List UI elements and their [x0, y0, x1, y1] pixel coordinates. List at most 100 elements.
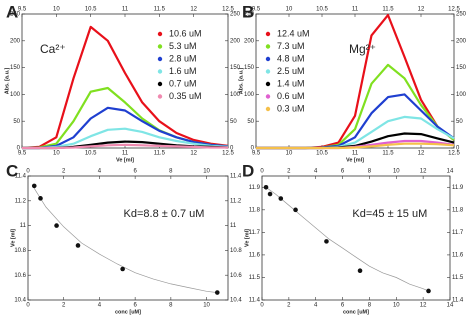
x-tick-label-top: 2: [287, 169, 291, 175]
legend-label: 0.7 uM: [169, 78, 197, 88]
data-point: [31, 183, 37, 189]
legend-marker: [265, 69, 271, 74]
x-tick-label: 10: [286, 151, 293, 157]
x-tick-label-top: 4: [98, 169, 102, 175]
fit-curve: [265, 187, 429, 292]
x-tick-label: 0: [260, 303, 264, 309]
y-tick-label-right: 0: [456, 146, 460, 152]
x-tick-label-top: 6: [133, 169, 137, 175]
ion-label: Ca²⁺: [40, 42, 66, 56]
panel-letter: D: [242, 161, 254, 180]
x-tick-label: 12.5: [448, 151, 460, 157]
x-tick-label-top: 6: [341, 169, 345, 175]
x-tick-label-top: 0: [26, 169, 30, 175]
x-tick-label-top: 8: [368, 169, 372, 175]
ion-label: Mg²⁺: [349, 42, 376, 56]
x-tick-label: 12: [418, 151, 425, 157]
y-tick-label-right: 0: [230, 146, 234, 152]
y-tick-label: 250: [244, 12, 255, 18]
y-tick-label: 10.6: [14, 273, 26, 279]
legend-label: 10.6 uM: [169, 28, 202, 38]
y-tick-label-right: 100: [230, 92, 241, 98]
annotation: Kd=45 ± 15 uM: [352, 208, 427, 220]
x-tick-label-top: 12: [420, 169, 427, 175]
x-tick-label-top: 12: [418, 7, 425, 13]
y-tick-label: 50: [13, 119, 20, 125]
y-tick-label-right: 11: [230, 223, 237, 229]
x-tick-label: 4: [314, 303, 318, 309]
data-point: [38, 196, 43, 201]
y-axis-label: Ve [ml]: [10, 229, 16, 247]
y-tick-label: 11.5: [249, 275, 261, 281]
data-point: [267, 191, 273, 197]
legend-label: 12.4 uM: [277, 28, 310, 38]
y-tick-label: 11.4: [249, 298, 261, 304]
x-tick-label: 9.5: [252, 151, 261, 157]
x-tick-label: 2: [62, 303, 66, 309]
y-tick-label: 150: [244, 65, 255, 71]
y-tick-label-right: 10.8: [230, 248, 242, 254]
y-tick-label-right: 11.7: [452, 230, 464, 236]
plot-frame: [261, 175, 451, 301]
series-line: [256, 142, 455, 150]
y-tick-label: 150: [10, 65, 21, 71]
y-tick-label-right: 10.4: [230, 298, 242, 304]
x-axis-label: conc [uM]: [115, 309, 141, 315]
x-tick-label-top: 10.5: [316, 7, 328, 13]
x-axis-label: Ve [ml]: [346, 157, 364, 163]
x-tick-label: 11.5: [154, 151, 166, 157]
y-tick-label-right: 200: [456, 38, 467, 44]
x-tick-label-top: 10: [53, 7, 60, 13]
x-tick-label-top: 12.5: [448, 7, 460, 13]
x-tick-label: 10: [203, 303, 210, 309]
y-tick-label-right: 11.9: [452, 185, 464, 191]
x-tick-label-top: 11: [122, 7, 129, 13]
plot-frame: [27, 175, 229, 301]
y-tick-label: 10.8: [14, 248, 26, 254]
x-tick-label: 10.5: [85, 151, 97, 157]
y-tick-label-right: 250: [230, 12, 241, 18]
y-tick-label-right: 50: [456, 119, 463, 125]
x-tick-label: 2: [287, 303, 291, 309]
x-tick-label-top: 11.5: [382, 7, 394, 13]
data-point: [426, 288, 431, 294]
data-point: [120, 266, 125, 272]
y-tick-label-right: 10.6: [230, 273, 242, 279]
x-tick-label: 11: [122, 151, 129, 157]
y-tick-label: 100: [244, 92, 255, 98]
y-tick-label-right: 200: [230, 38, 241, 44]
y-tick-label: 11: [20, 223, 27, 229]
y-tick-label: 11.4: [15, 174, 27, 180]
x-tick-label-top: 4: [314, 169, 318, 175]
x-tick-label: 10.5: [316, 151, 328, 157]
x-tick-label-top: 11.5: [154, 7, 166, 13]
legend-label: 0.3 uM: [277, 103, 305, 113]
plot-frame: [21, 13, 229, 149]
data-point: [54, 223, 59, 228]
data-point: [324, 239, 329, 244]
legend-marker: [157, 31, 163, 37]
x-tick-label: 0: [26, 303, 30, 309]
x-tick-label-top: 0: [260, 169, 264, 175]
y-tick-label-right: 100: [456, 92, 467, 98]
x-tick-label-top: 11: [352, 7, 359, 13]
x-tick-label: 4: [98, 303, 102, 309]
y-tick-label-right: 11.4: [452, 298, 464, 304]
legend-marker: [157, 81, 163, 87]
x-tick-label-top: 10: [203, 169, 210, 175]
y-tick-label-right: 11.2: [230, 198, 242, 204]
legend-label: 2.5 uM: [277, 66, 305, 76]
legend-label: 1.4 uM: [277, 78, 305, 88]
y-tick-label: 50: [247, 119, 254, 125]
x-tick-label: 14: [447, 303, 454, 309]
y-tick-label: 11.7: [249, 230, 261, 236]
data-point: [214, 290, 220, 295]
x-axis-label: Ve [ml]: [116, 157, 134, 163]
x-tick-label: 11: [352, 151, 359, 157]
y-tick-label-right: 11.5: [452, 275, 464, 281]
y-tick-label-right: 11.6: [452, 252, 464, 258]
data-point: [263, 184, 269, 190]
y-tick-label: 11.6: [249, 252, 261, 258]
x-tick-label: 10: [393, 303, 400, 309]
